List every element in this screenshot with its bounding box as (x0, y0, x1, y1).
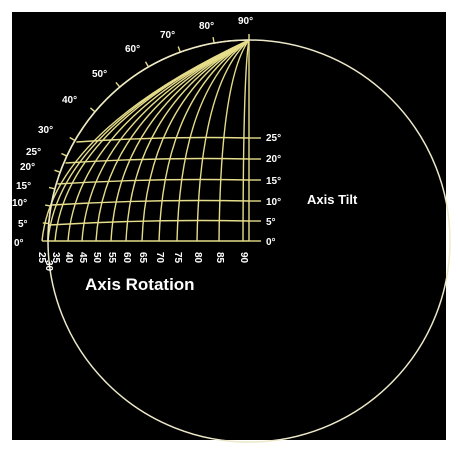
tilt-label-5: 5° (266, 217, 276, 228)
tilt-line-10 (51, 199, 250, 206)
arc-label-10: 10° (12, 198, 27, 209)
rotation-label-65: 65 (137, 252, 148, 264)
axis-rotation-title: Axis Rotation (85, 275, 195, 294)
arc-label-0: 0° (14, 238, 24, 249)
rotation-curve-45 (81, 39, 250, 242)
rotation-label-35: 35 (50, 252, 61, 264)
rotation-label-50: 50 (91, 252, 102, 264)
arc-label-60: 60° (125, 44, 140, 55)
arc-label-50: 50° (92, 69, 107, 80)
arc-tick-10 (45, 204, 52, 207)
tilt-label-25: 25° (266, 133, 281, 144)
arc-tick-30 (69, 136, 76, 142)
arc-tick-15 (48, 186, 56, 190)
rotation-label-90: 90 (238, 252, 249, 264)
rotation-label-55: 55 (106, 252, 117, 264)
rotation-label-85: 85 (214, 252, 225, 264)
arc-label-80: 80° (199, 21, 214, 32)
rotation-label-70: 70 (154, 252, 165, 264)
rotation-label-80: 80 (192, 252, 203, 264)
rotation-curve-55 (110, 39, 250, 242)
arc-label-20: 20° (20, 162, 35, 173)
outer-circle (47, 39, 451, 443)
rotation-curve-50 (95, 39, 250, 242)
rotation-label-75: 75 (172, 252, 183, 264)
diagram-background (12, 12, 446, 440)
arc-labels: 0° 5° 10° 15° 20° 25° 30° 40° 50° 60° 70… (12, 16, 253, 249)
arc-tick-70 (177, 46, 181, 53)
rotation-label-60: 60 (121, 252, 132, 264)
axis-tilt-title: Axis Tilt (307, 192, 358, 207)
arc-tick-40 (89, 107, 96, 113)
rotation-label-40: 40 (63, 252, 74, 264)
arc-tick-80 (212, 37, 215, 44)
rotation-curve-90 (242, 39, 250, 242)
rotation-label-25: 25 (36, 252, 47, 264)
tilt-line-25 (76, 136, 250, 143)
arc-tick-25 (61, 152, 68, 157)
arc-label-70: 70° (160, 30, 175, 41)
rotation-label-45: 45 (77, 252, 88, 264)
arc-tick-5 (42, 222, 49, 225)
rotation-curve-80 (196, 39, 250, 242)
arc-label-30: 30° (38, 125, 53, 136)
arc-label-15: 15° (16, 181, 31, 192)
rotation-curve-85 (218, 39, 250, 242)
arc-label-5: 5° (18, 219, 28, 230)
arc-label-40: 40° (62, 95, 77, 106)
rotation-curve-70 (158, 39, 250, 242)
arc-tick-50 (115, 81, 121, 88)
rotation-labels: 25 30 35 40 45 50 55 60 65 70 75 80 85 9… (36, 252, 249, 272)
tilt-label-15: 15° (266, 176, 281, 187)
tilt-label-0: 0° (266, 237, 276, 248)
tilt-labels: 0° 5° 10° 15° 20° 25° (266, 133, 281, 248)
tilt-line-20 (65, 157, 250, 164)
arc-tick-20 (54, 169, 61, 173)
rotation-curve-65 (141, 39, 250, 242)
tilt-line-5 (48, 219, 250, 226)
rotation-curve-40 (67, 39, 250, 242)
arc-label-90: 90° (238, 16, 253, 27)
rotation-curve-60 (125, 39, 250, 242)
tilt-label-20: 20° (266, 154, 281, 165)
rotation-label-30: 30 (43, 260, 54, 272)
tilt-label-10: 10° (266, 197, 281, 208)
tilt-line-15 (57, 178, 250, 185)
arc-tick-60 (144, 61, 150, 68)
rotation-curve-75 (176, 39, 250, 242)
arc-label-25: 25° (26, 147, 41, 158)
